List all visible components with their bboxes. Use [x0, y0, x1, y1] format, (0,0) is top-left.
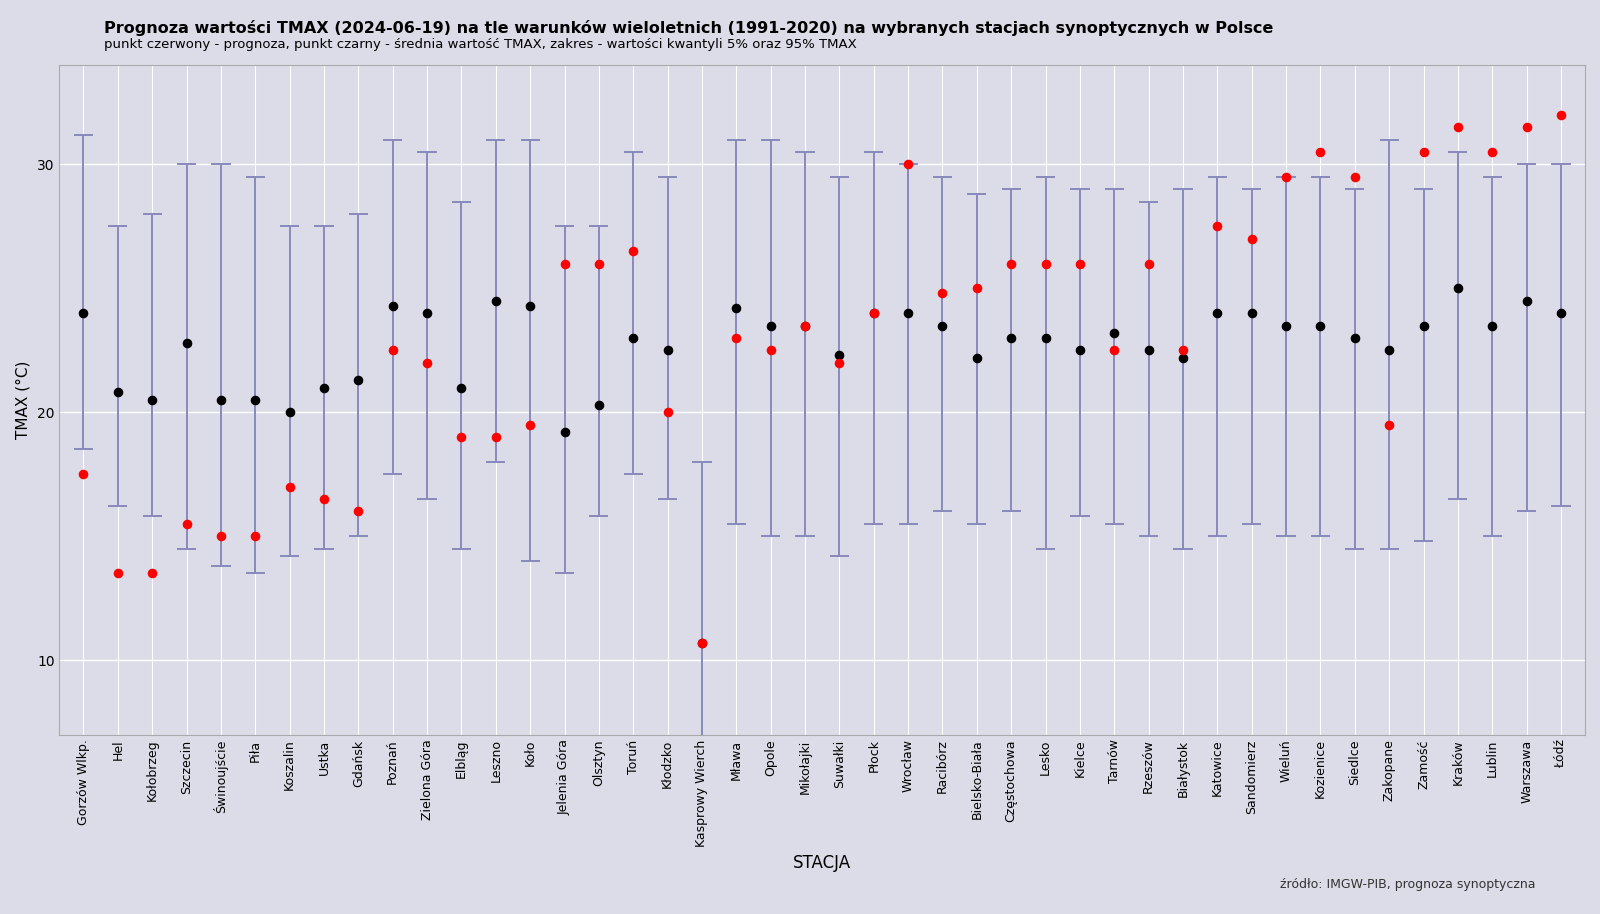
Point [1445, 120, 1470, 134]
Point [1480, 144, 1506, 159]
Point [654, 343, 680, 357]
Point [312, 492, 338, 506]
Point [792, 318, 818, 333]
Point [139, 393, 165, 408]
Point [1376, 418, 1402, 432]
X-axis label: STACJA: STACJA [794, 854, 851, 872]
Point [1307, 144, 1333, 159]
Point [379, 298, 405, 313]
Point [930, 286, 955, 301]
Point [483, 430, 509, 444]
Point [723, 301, 749, 315]
Point [70, 467, 96, 482]
Point [1067, 343, 1093, 357]
Point [861, 306, 886, 321]
Point [174, 335, 200, 350]
Point [208, 393, 234, 408]
Point [346, 373, 371, 388]
Point [965, 281, 990, 295]
Point [690, 635, 715, 650]
Point [346, 505, 371, 519]
Point [896, 157, 922, 172]
Point [965, 350, 990, 365]
Point [827, 348, 853, 363]
Point [106, 566, 131, 580]
Point [414, 306, 440, 321]
Point [586, 398, 611, 412]
Point [1170, 343, 1195, 357]
Point [1376, 343, 1402, 357]
Point [1274, 318, 1299, 333]
Point [621, 244, 646, 259]
Point [1411, 318, 1437, 333]
Point [586, 256, 611, 271]
Point [1238, 231, 1264, 246]
Point [1549, 108, 1574, 122]
Point [448, 430, 474, 444]
Point [1101, 343, 1126, 357]
Point [998, 256, 1024, 271]
Point [277, 405, 302, 420]
Point [621, 331, 646, 345]
Point [106, 385, 131, 399]
Text: Prognoza wartości TMAX (2024-06-19) na tle warunków wieloletnich (1991-2020) na : Prognoza wartości TMAX (2024-06-19) na t… [104, 20, 1274, 37]
Point [896, 306, 922, 321]
Point [1514, 120, 1539, 134]
Point [654, 405, 680, 420]
Point [70, 306, 96, 321]
Point [1032, 331, 1058, 345]
Point [1205, 306, 1230, 321]
Point [552, 256, 578, 271]
Point [827, 356, 853, 370]
Point [1514, 293, 1539, 308]
Point [930, 318, 955, 333]
Point [1170, 350, 1195, 365]
Point [1342, 331, 1368, 345]
Point [1136, 256, 1162, 271]
Text: źródło: IMGW-PIB, prognoza synoptyczna: źródło: IMGW-PIB, prognoza synoptyczna [1280, 878, 1536, 891]
Point [1307, 318, 1333, 333]
Point [414, 356, 440, 370]
Point [448, 380, 474, 395]
Point [1549, 306, 1574, 321]
Point [379, 343, 405, 357]
Point [243, 529, 269, 544]
Point [723, 331, 749, 345]
Point [552, 425, 578, 440]
Point [208, 529, 234, 544]
Point [1032, 256, 1058, 271]
Point [758, 318, 784, 333]
Point [758, 343, 784, 357]
Point [1274, 169, 1299, 184]
Point [1342, 169, 1368, 184]
Point [174, 516, 200, 531]
Point [1238, 306, 1264, 321]
Point [1136, 343, 1162, 357]
Point [517, 298, 542, 313]
Point [1205, 219, 1230, 234]
Y-axis label: TMAX (°C): TMAX (°C) [14, 361, 30, 439]
Point [243, 393, 269, 408]
Point [1411, 144, 1437, 159]
Point [1445, 281, 1470, 295]
Point [312, 380, 338, 395]
Point [1067, 256, 1093, 271]
Point [483, 293, 509, 308]
Point [1480, 318, 1506, 333]
Point [861, 306, 886, 321]
Point [1101, 325, 1126, 340]
Point [139, 566, 165, 580]
Point [690, 635, 715, 650]
Point [517, 418, 542, 432]
Point [998, 331, 1024, 345]
Text: punkt czerwony - prognoza, punkt czarny - średnia wartość TMAX, zakres - wartośc: punkt czerwony - prognoza, punkt czarny … [104, 38, 856, 51]
Point [792, 318, 818, 333]
Point [277, 479, 302, 494]
